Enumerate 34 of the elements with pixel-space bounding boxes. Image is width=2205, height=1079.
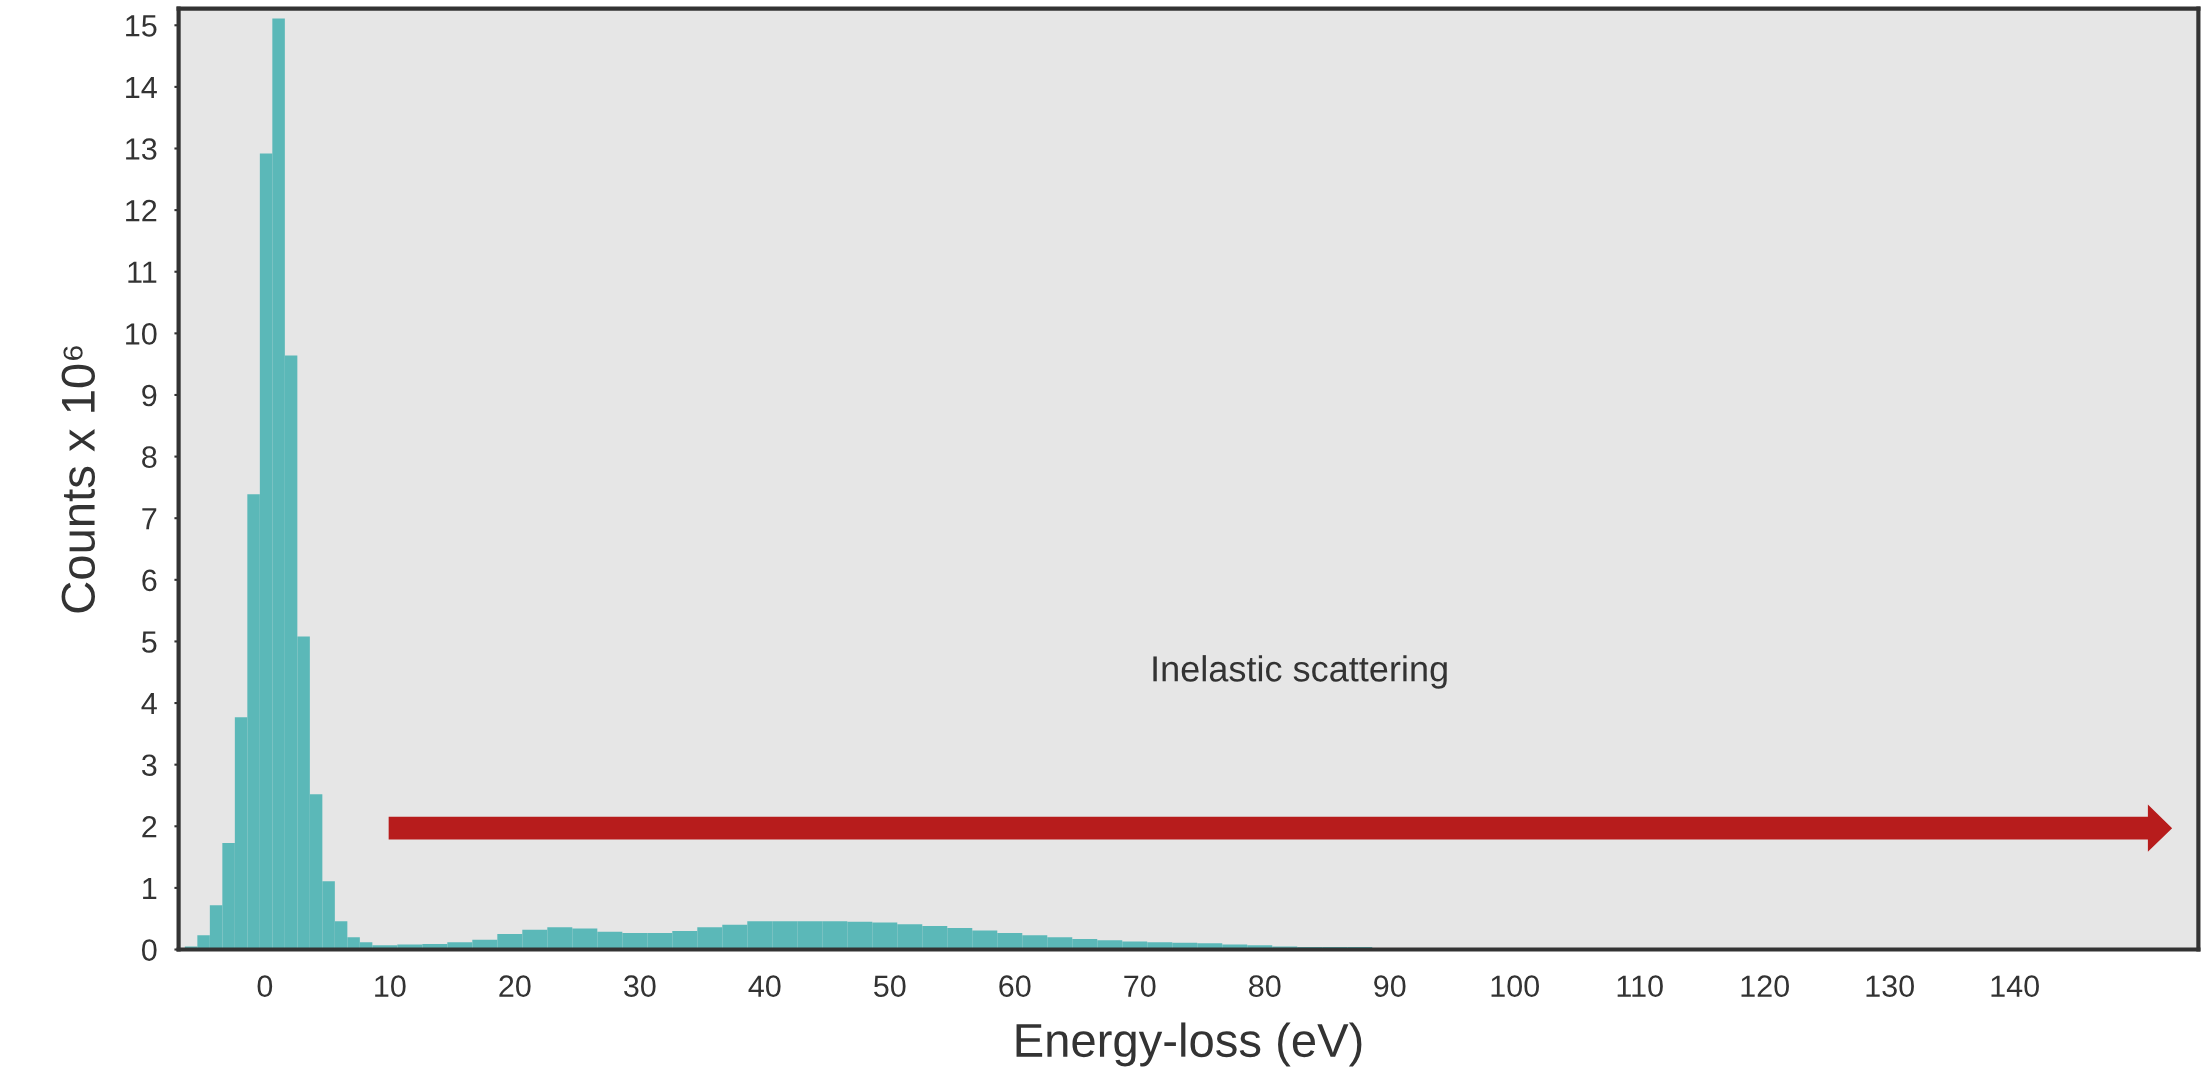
x-tick-label: 70 (1124, 975, 1156, 997)
x-axis-title: Energy-loss (eV) (1016, 1022, 1362, 1067)
y-tick-label: 0 (141, 939, 157, 961)
y-tick-label: 13 (126, 138, 157, 160)
x-tick-label: 140 (1991, 975, 2039, 997)
x-tick-label: 0 (257, 975, 273, 997)
y-tick-label: 10 (126, 323, 157, 345)
x-tick-label: 10 (375, 975, 406, 997)
x-tick-label: 60 (999, 975, 1031, 997)
x-tick-label: 120 (1741, 975, 1789, 997)
x-tick-label: 40 (748, 975, 781, 997)
x-tick-label: 20 (499, 975, 531, 997)
y-tick-label: 6 (142, 569, 157, 592)
y-tick-label: 5 (142, 631, 157, 653)
y-tick-label: 3 (141, 754, 157, 777)
y-tick-label: 7 (142, 508, 157, 530)
x-tick-label: 130 (1866, 975, 1914, 997)
y-tick-label: 4 (141, 693, 157, 715)
y-axis-title: Counts x 10⁶ (61, 346, 96, 613)
y-tick-label: 11 (128, 261, 157, 283)
x-tick-label: 90 (1374, 975, 1406, 997)
y-tick-label: 8 (142, 446, 157, 468)
y-tick-label: 9 (142, 384, 157, 407)
x-tick-label: 80 (1249, 975, 1281, 997)
x-tick-label: 100 (1491, 975, 1540, 997)
x-tick-label: 50 (874, 975, 906, 997)
y-tick-label: 2 (142, 816, 157, 838)
y-tick-label: 14 (126, 76, 157, 98)
x-tick-label: 110 (1617, 975, 1663, 997)
y-tick-label: 12 (126, 199, 157, 222)
y-tick-label: 15 (126, 15, 157, 37)
x-tick-label: 30 (623, 975, 656, 997)
y-tick-label: 1 (143, 877, 157, 899)
annotation: Inelastic scattering (1153, 655, 1447, 689)
